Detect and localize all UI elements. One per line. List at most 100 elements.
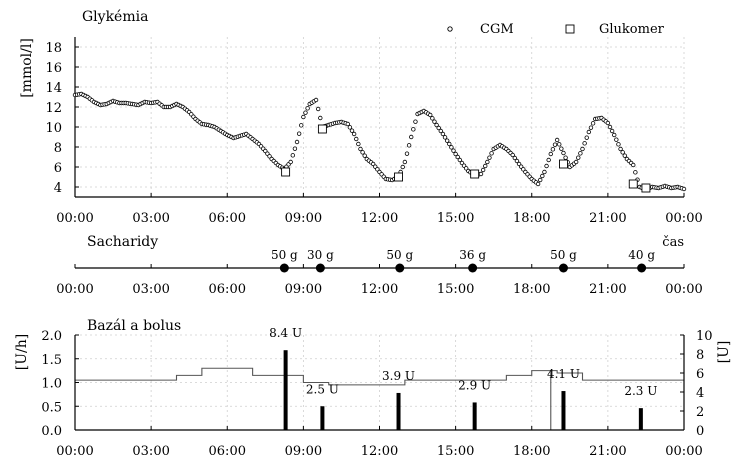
cgm-point <box>478 171 484 177</box>
cgm-point <box>514 158 520 164</box>
cgm-point <box>400 164 405 170</box>
cgm-point <box>351 131 357 137</box>
y-tick-label: 14 <box>45 81 62 96</box>
y-tick-label: 0.5 <box>41 400 62 415</box>
carbs-event-label: 30 g <box>307 248 334 262</box>
cgm-point <box>442 135 448 140</box>
y-tick-label: 6 <box>54 161 62 176</box>
basal-series <box>75 367 684 430</box>
cgm-point <box>483 163 488 169</box>
cgm-point <box>573 159 579 165</box>
cgm-point <box>563 155 568 160</box>
cgm-point <box>318 115 323 121</box>
y-tick-label: 0.0 <box>41 424 62 439</box>
insulin-panel: Bazál a bolus [U/h] [U] 8.4 U 2.5 U 3.9 U 2… <box>14 318 732 459</box>
legend-cgm-marker <box>447 26 453 32</box>
x-tick-label: 00:00 <box>665 282 702 297</box>
cgm-point <box>554 137 560 143</box>
glucose-legend: CGM Glukomer <box>447 22 665 37</box>
cgm-point <box>550 147 556 152</box>
cgm-point <box>609 128 615 134</box>
cgm-point <box>438 128 444 134</box>
cgm-point <box>447 141 452 147</box>
glucose-ylabel: [mmol/l] <box>19 38 35 98</box>
x-tick-label: 21:00 <box>589 211 626 226</box>
x-tick-label: 18:00 <box>513 282 550 297</box>
cgm-point <box>358 146 363 152</box>
carbs-event-label: 40 g <box>628 248 655 262</box>
cgm-point <box>409 134 414 140</box>
bolus-label: 2.9 U <box>458 378 491 392</box>
cgm-point <box>436 125 441 131</box>
carbs-title: Sacharidy <box>87 234 158 250</box>
cgm-point <box>402 159 408 165</box>
cgm-point <box>411 127 416 132</box>
cgm-point <box>588 125 594 130</box>
cgm-point <box>360 150 365 155</box>
carbs-event-label: 50 g <box>386 248 413 262</box>
carbs-event-label: 50 g <box>550 248 577 262</box>
cgm-point <box>681 186 687 192</box>
x-tick-label: 00:00 <box>56 282 93 297</box>
x-tick-label: 15:00 <box>437 211 474 226</box>
x-tick-label: 12:00 <box>361 282 398 297</box>
y-tick-label: 1.5 <box>41 353 62 368</box>
x-tick-label: 09:00 <box>285 282 322 297</box>
x-tick-label: 15:00 <box>437 282 474 297</box>
x-tick-label: 15:00 <box>437 444 474 459</box>
cgm-point <box>440 131 446 137</box>
y-tick-label: 1.0 <box>41 377 62 392</box>
cgm-point <box>557 142 562 147</box>
x-tick-label: 00:00 <box>665 444 702 459</box>
cgm-point <box>616 142 621 147</box>
cgm-point <box>301 114 306 120</box>
cgm-point <box>290 153 296 158</box>
cgm-point <box>356 141 361 147</box>
bolus-label: 8.4 U <box>269 326 302 340</box>
legend-cgm-label: CGM <box>480 22 514 37</box>
cgm-point <box>548 151 553 157</box>
cgm-point <box>620 150 625 155</box>
x-tick-label: 21:00 <box>589 282 626 297</box>
y-tick-label: 8 <box>54 141 62 156</box>
y2-tick-label: 10 <box>696 329 713 344</box>
cgm-point <box>487 155 492 160</box>
cgm-point <box>489 151 494 156</box>
y2-tick-label: 6 <box>696 367 704 382</box>
insulin-y2label: [U] <box>716 341 732 364</box>
bolus-bar <box>638 408 643 430</box>
glukomer-point <box>470 169 480 179</box>
bolus-label: 2.5 U <box>306 382 339 396</box>
carbs-events: 50 g 30 g 50 g 36 g 50 g 40 g <box>271 248 655 273</box>
y-tick-label: 2.0 <box>41 329 62 344</box>
cgm-point <box>535 181 541 187</box>
cgm-point <box>347 125 353 130</box>
glukomer-point <box>281 167 291 177</box>
bolus-series: 8.4 U 2.5 U 3.9 U 2.9 U 4.1 U 2.3 U <box>269 326 657 430</box>
x-tick-label: 06:00 <box>209 282 246 297</box>
cgm-point <box>434 122 439 128</box>
cgm-point <box>561 150 566 156</box>
x-tick-label: 12:00 <box>361 444 398 459</box>
cgm-point <box>580 146 585 152</box>
x-tick-label: 12:00 <box>361 211 398 226</box>
bolus-label: 4.1 U <box>547 367 580 381</box>
cgm-point <box>633 170 638 175</box>
cgm-point <box>576 155 581 160</box>
x-tick-label: 00:00 <box>56 444 93 459</box>
carbs-event-label: 50 g <box>271 248 298 262</box>
bolus-bar <box>472 402 477 430</box>
bolus-bar <box>561 391 566 430</box>
y2-tick-label: 4 <box>696 386 704 401</box>
x-tick-label: 03:00 <box>132 211 169 226</box>
cgm-point <box>345 121 350 127</box>
glukomer-point <box>641 183 651 193</box>
glucose-panel: Glykémia [mmol/l] CGM Glukomer 4 6 8 10 12 14… <box>19 9 703 226</box>
carbs-event-marker <box>558 263 568 273</box>
bolus-bar <box>320 406 325 430</box>
glukomer-point <box>559 159 568 169</box>
insulin-ylabel: [U/h] <box>14 334 30 370</box>
cgm-point <box>449 145 454 150</box>
y-tick-label: 10 <box>45 121 62 136</box>
